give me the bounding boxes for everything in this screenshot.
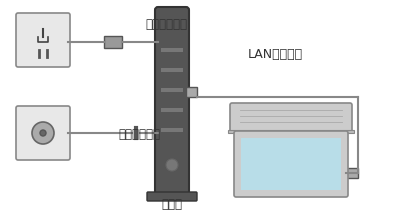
Bar (241, 138, 341, 190)
Bar (161, 88, 183, 92)
Text: モデム: モデム (162, 198, 182, 211)
Bar (161, 108, 183, 112)
Circle shape (166, 159, 178, 171)
Bar (346, 168, 358, 178)
FancyBboxPatch shape (16, 13, 70, 67)
Text: LANケーブル: LANケーブル (248, 48, 303, 61)
Text: 同軸ケーブル: 同軸ケーブル (118, 128, 160, 141)
Bar (104, 36, 122, 48)
FancyBboxPatch shape (234, 131, 348, 197)
Circle shape (40, 130, 46, 136)
Bar (186, 87, 197, 97)
Bar (161, 68, 183, 72)
Text: 電源ケーブル: 電源ケーブル (145, 18, 187, 31)
FancyBboxPatch shape (155, 7, 189, 196)
Bar (161, 128, 183, 132)
FancyBboxPatch shape (147, 192, 197, 201)
FancyBboxPatch shape (16, 106, 70, 160)
Circle shape (32, 122, 54, 144)
FancyBboxPatch shape (230, 103, 352, 132)
Bar (161, 48, 183, 52)
Bar (228, 130, 354, 133)
